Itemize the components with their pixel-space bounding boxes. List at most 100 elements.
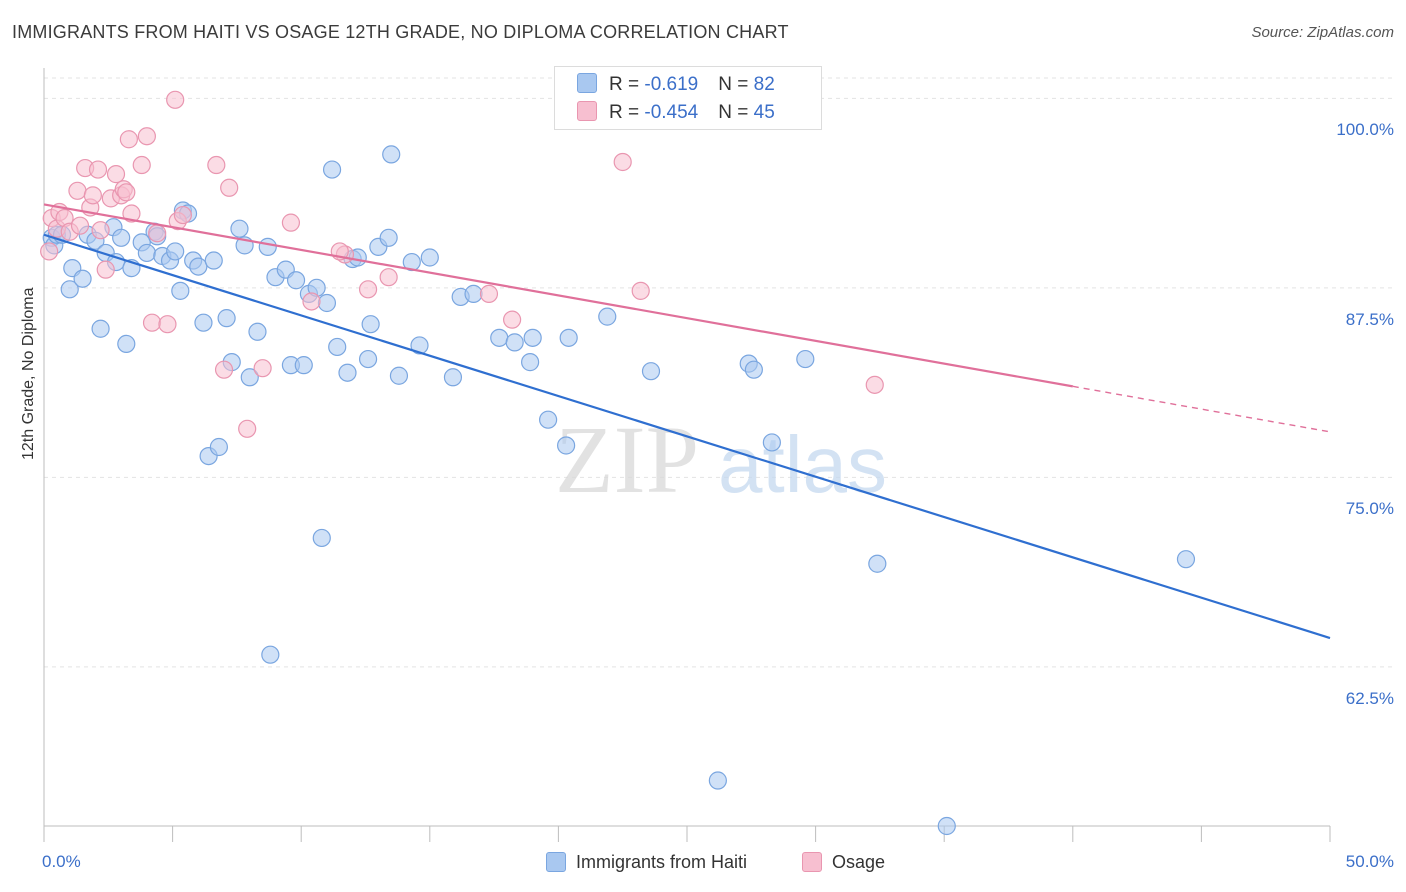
legend-n-label: N = (718, 74, 754, 95)
point-osage (173, 205, 192, 225)
point-osage (68, 181, 87, 200)
point-haiti (521, 353, 540, 372)
point-osage (117, 183, 136, 202)
point-haiti (117, 334, 136, 354)
point-osage (865, 375, 884, 394)
watermark-zip: ZIP (555, 406, 699, 513)
trend-line-haiti (43, 233, 1331, 640)
point-osage (503, 310, 522, 329)
point-haiti (641, 362, 661, 381)
point-haiti (91, 319, 110, 338)
legend-row-osage: R = -0.454 N = 45 (577, 101, 775, 127)
legend-n-value: 45 (753, 102, 775, 123)
series-legend: Immigrants from Haiti Osage (0, 852, 1406, 878)
legend-swatch-osage (802, 852, 822, 872)
point-haiti (112, 228, 131, 247)
y-tick-label: 87.5% (1345, 309, 1394, 329)
point-haiti (209, 437, 228, 457)
point-osage (479, 284, 499, 303)
source-label: Source: ZipAtlas.com (1251, 24, 1394, 41)
trend-line-osage-extension (1072, 385, 1331, 433)
point-haiti (189, 257, 208, 276)
point-haiti (505, 333, 524, 352)
correlation-legend: R = -0.619 N = 82 R = -0.454 N = 45 (554, 66, 822, 130)
point-haiti (312, 528, 331, 548)
point-haiti (248, 322, 267, 341)
point-osage (214, 360, 234, 379)
legend-r-label: R = (609, 74, 645, 95)
point-haiti (389, 366, 409, 385)
legend-label-haiti: Immigrants from Haiti (576, 852, 748, 872)
legend-row-haiti: R = -0.619 N = 82 (577, 73, 775, 99)
point-haiti (559, 328, 578, 347)
point-haiti (464, 284, 483, 303)
point-haiti (762, 433, 781, 452)
point-haiti (868, 554, 887, 573)
point-haiti (322, 160, 342, 179)
trend-lines (43, 203, 1331, 640)
point-haiti (73, 269, 92, 288)
point-osage (158, 315, 177, 334)
watermark: ZIP atlas (555, 406, 887, 513)
point-osage (302, 292, 321, 311)
trend-line-osage (43, 203, 1073, 388)
point-haiti (204, 251, 223, 270)
point-haiti (60, 280, 79, 299)
point-osage (137, 127, 156, 146)
point-osage (613, 152, 632, 172)
legend-item-haiti[interactable]: Immigrants from Haiti (546, 852, 747, 873)
point-haiti (523, 328, 542, 347)
point-haiti (744, 360, 763, 379)
point-haiti (1176, 550, 1196, 569)
point-haiti (361, 315, 380, 334)
point-osage (70, 216, 90, 235)
point-osage (253, 359, 272, 378)
point-osage (142, 313, 162, 332)
point-haiti (443, 368, 463, 387)
y-tick-label: 100.0% (1336, 120, 1394, 140)
chart-title: IMMIGRANTS FROM HAITI VS OSAGE 12TH GRAD… (12, 22, 789, 42)
point-haiti (382, 145, 401, 164)
legend-n-value: 82 (753, 74, 775, 95)
watermark-atlas: atlas (718, 420, 887, 509)
point-haiti (137, 243, 156, 263)
point-haiti (294, 356, 313, 375)
legend-n-label: N = (718, 102, 754, 123)
point-haiti (490, 328, 509, 347)
point-osage (132, 155, 151, 175)
point-osage (281, 213, 301, 232)
point-haiti (539, 410, 558, 429)
point-osage (40, 242, 59, 261)
point-haiti (317, 293, 337, 313)
point-haiti (796, 349, 815, 369)
point-haiti (328, 337, 347, 357)
point-haiti (171, 281, 190, 300)
legend-item-osage[interactable]: Osage (802, 852, 885, 873)
point-osage (91, 221, 110, 240)
point-haiti (420, 248, 439, 267)
point-osage (238, 419, 257, 438)
point-haiti (410, 336, 429, 355)
point-osage (220, 178, 239, 197)
point-haiti (338, 363, 357, 382)
point-osage (122, 204, 141, 223)
point-osage (631, 281, 650, 300)
series-osage-points (40, 90, 884, 438)
y-tick-label: 75.0% (1345, 499, 1394, 519)
point-haiti (598, 307, 617, 326)
point-haiti (379, 228, 398, 247)
point-haiti (166, 242, 185, 261)
point-haiti (358, 349, 378, 369)
point-osage (207, 155, 226, 175)
point-osage (88, 160, 108, 179)
y-axis-title: 12th Grade, No Diploma (20, 287, 37, 460)
legend-r-label: R = (609, 102, 645, 123)
point-haiti (258, 237, 277, 256)
legend-r-value: -0.454 (644, 102, 699, 123)
point-haiti (557, 436, 576, 455)
legend-swatch-haiti (577, 73, 597, 93)
point-haiti (194, 313, 213, 332)
legend-swatch-osage (577, 101, 597, 121)
point-osage (83, 186, 102, 205)
